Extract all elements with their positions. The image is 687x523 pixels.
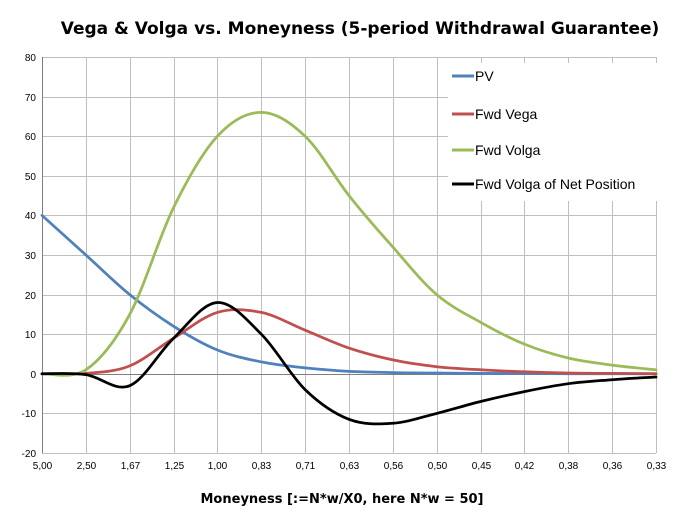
x-axis-label: Moneyness [:=N*w/X0, here N*w = 50] bbox=[201, 492, 484, 507]
x-tick-label: 2,50 bbox=[77, 461, 97, 472]
y-tick-label: 30 bbox=[25, 251, 37, 262]
legend-entry-label: Fwd Volga of Net Position bbox=[475, 176, 635, 192]
x-tick-label: 1,25 bbox=[165, 461, 185, 472]
y-tick-label: 80 bbox=[25, 53, 37, 64]
y-tick-label: -10 bbox=[22, 409, 37, 420]
x-tick-label: 0,36 bbox=[603, 461, 623, 472]
legend-entry-label: PV bbox=[475, 68, 494, 84]
series-line-3 bbox=[40, 301, 658, 426]
x-tick-label: 0,63 bbox=[340, 461, 360, 472]
x-tick-label: 0,71 bbox=[296, 461, 316, 472]
y-tick-label: 40 bbox=[25, 211, 37, 222]
x-tick-label: 0,50 bbox=[428, 461, 448, 472]
y-tick-label: 50 bbox=[25, 172, 37, 183]
x-tick-label: 0,33 bbox=[647, 461, 667, 472]
legend: PV Fwd Vega Fwd Volga Fwd Volga of Net Posi… bbox=[448, 63, 660, 201]
x-tick-label: 5,00 bbox=[33, 461, 53, 472]
series-line-2 bbox=[40, 111, 658, 377]
y-tick-label: -20 bbox=[22, 449, 37, 460]
x-tick-label: 1,00 bbox=[208, 461, 228, 472]
x-tick-label: 0,45 bbox=[472, 461, 492, 472]
x-tick-label: 0,38 bbox=[559, 461, 579, 472]
y-tick-label: 70 bbox=[25, 93, 37, 104]
legend-entry-label: Fwd Volga bbox=[475, 142, 541, 158]
chart-title: Vega & Volga vs. Moneyness (5-period Wit… bbox=[61, 19, 660, 39]
x-axis-ticks: 5,00 2,50 1,67 1,25 1,00 0,83 0,71 0,63 0,56 0,50… bbox=[33, 461, 667, 472]
y-tick-label: 10 bbox=[25, 330, 37, 341]
x-tick-label: 1,67 bbox=[121, 461, 141, 472]
legend-entry-label: Fwd Vega bbox=[475, 106, 537, 122]
series-line-1 bbox=[40, 308, 658, 376]
y-tick-label: 20 bbox=[25, 291, 37, 302]
series-lines bbox=[40, 111, 658, 426]
y-tick-label: 0 bbox=[30, 370, 36, 381]
y-tick-label: 60 bbox=[25, 132, 37, 143]
x-tick-label: 0,83 bbox=[252, 461, 272, 472]
x-tick-label: 0,56 bbox=[384, 461, 404, 472]
legend-background bbox=[448, 63, 660, 201]
y-axis-ticks: -20 -10 0 10 20 30 40 50 60 70 80 bbox=[22, 53, 37, 460]
x-tick-label: 0,42 bbox=[515, 461, 535, 472]
